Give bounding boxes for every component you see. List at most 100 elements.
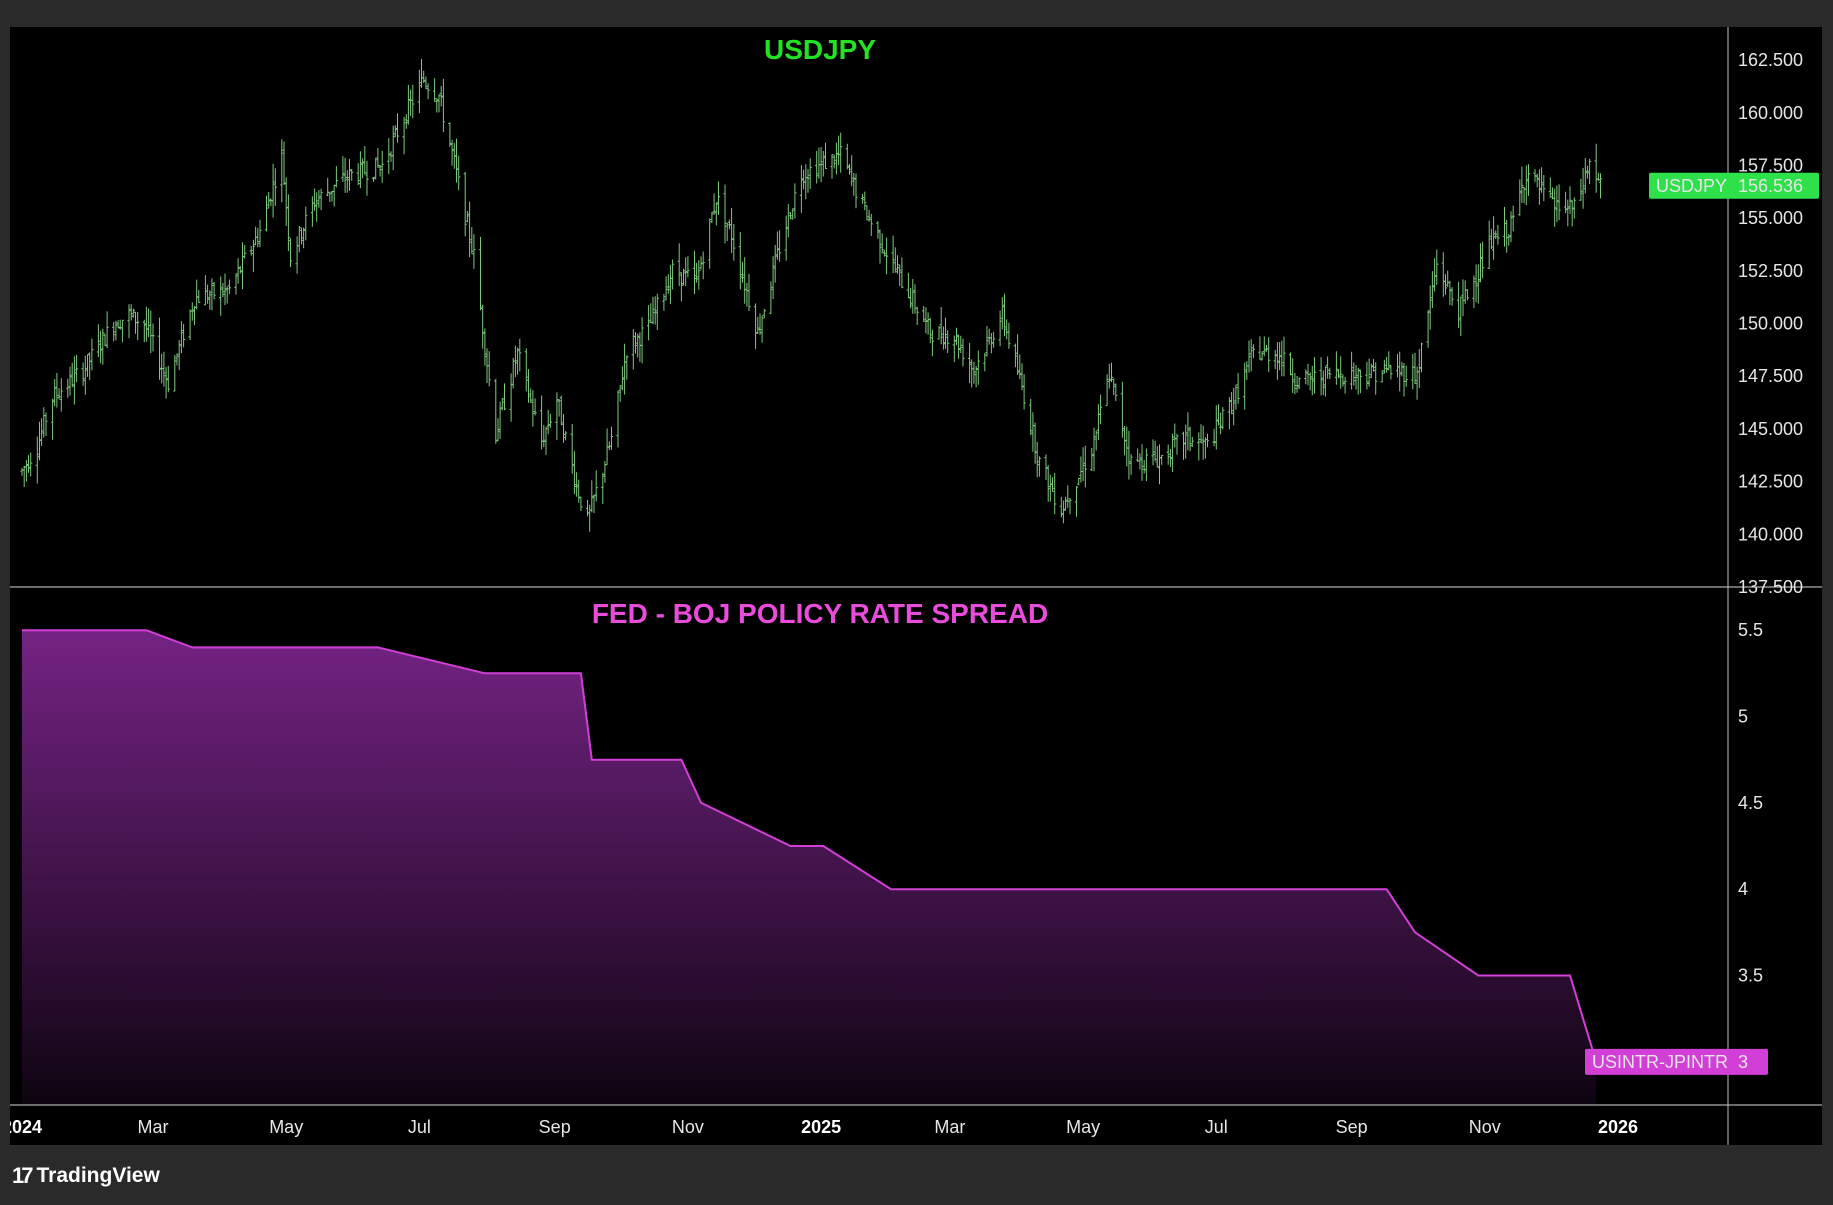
- ohlc-bar: [1598, 173, 1603, 199]
- ohlc-bar: [1533, 169, 1537, 182]
- spread-price-tag[interactable]: USINTR-JPINTR 3: [1585, 1048, 1768, 1075]
- ohlc-bar: [103, 333, 107, 347]
- ohlc-bar: [297, 226, 301, 253]
- ohlc-bar: [149, 310, 153, 354]
- ohlc-bar: [437, 94, 441, 113]
- ohlc-bar: [454, 138, 459, 183]
- ohlc-bar: [1016, 334, 1020, 375]
- ohlc-bar: [371, 176, 376, 182]
- ohlc-bar: [363, 146, 367, 175]
- ohlc-bar: [1166, 444, 1170, 465]
- usdjpy-y-tick: 157.500: [1738, 156, 1803, 176]
- ohlc-bar: [1518, 179, 1522, 216]
- ohlc-bar: [1382, 359, 1386, 374]
- ohlc-bar: [662, 293, 666, 311]
- usdjpy-price-tag[interactable]: USDJPY 156.536: [1649, 172, 1819, 199]
- ohlc-bar: [671, 259, 675, 290]
- ohlc-bar: [1476, 264, 1480, 304]
- ohlc-bar: [882, 249, 886, 257]
- ohlc-bar: [799, 165, 803, 213]
- ohlc-bar: [928, 317, 932, 344]
- ohlc-bar: [1413, 352, 1417, 384]
- ohlc-bar: [465, 211, 469, 223]
- ohlc-bar: [1428, 285, 1432, 330]
- ohlc-bar: [1155, 446, 1159, 468]
- usdjpy-y-tick: 147.500: [1738, 366, 1803, 386]
- ohlc-bar: [424, 76, 428, 90]
- ohlc-bar: [1234, 384, 1238, 410]
- ohlc-bar: [911, 278, 915, 314]
- ohlc-bar: [264, 195, 269, 232]
- ohlc-bar: [1594, 143, 1598, 193]
- ohlc-bar: [745, 282, 749, 307]
- ohlc-bar: [1566, 199, 1570, 227]
- ohlc-bar: [284, 177, 288, 226]
- ohlc-bar: [804, 164, 808, 200]
- ohlc-bar: [1074, 486, 1079, 517]
- ohlc-bar: [1304, 369, 1308, 385]
- ohlc-bar: [743, 257, 747, 304]
- ohlc-bar: [142, 319, 146, 343]
- ohlc-bar: [937, 326, 941, 340]
- ohlc-bar: [192, 306, 197, 326]
- ohlc-bar: [1400, 362, 1404, 377]
- ohlc-bar: [793, 183, 797, 219]
- spread-y-tick: 4: [1738, 879, 1748, 899]
- ohlc-bar: [315, 192, 319, 222]
- ohlc-bar: [880, 233, 884, 254]
- ohlc-bar: [1535, 173, 1539, 188]
- ohlc-bar: [509, 373, 513, 422]
- ohlc-bar: [1000, 297, 1004, 330]
- ohlc-bar: [723, 184, 727, 244]
- time-axis-label: May: [1066, 1117, 1100, 1137]
- ohlc-bar: [559, 395, 563, 426]
- ohlc-bar: [588, 504, 592, 532]
- ohlc-bar: [1448, 280, 1452, 305]
- ohlc-bar: [356, 163, 360, 185]
- ohlc-bar: [1581, 167, 1585, 209]
- chart-frame[interactable]: 137.500 140.000 142.500 145.000 147.500 150.0…: [10, 27, 1822, 1145]
- chart-canvas[interactable]: 137.500 140.000 142.500 145.000 147.500 150.0…: [10, 27, 1822, 1145]
- ohlc-bar: [546, 409, 550, 435]
- ohlc-bar: [1214, 405, 1218, 450]
- ohlc-bar: [1243, 362, 1247, 410]
- ohlc-bar: [544, 427, 548, 455]
- ohlc-bar: [88, 352, 92, 380]
- usdjpy-y-tick: 145.000: [1738, 419, 1803, 439]
- ohlc-bar: [970, 359, 974, 388]
- ohlc-bar: [35, 436, 39, 484]
- spread-pane[interactable]: [22, 629, 1598, 1105]
- ohlc-bar: [941, 326, 945, 350]
- ohlc-bar: [1411, 354, 1415, 390]
- ohlc-bar: [225, 286, 229, 304]
- ohlc-bar: [1417, 348, 1421, 388]
- ohlc-bar: [380, 150, 384, 183]
- ohlc-bar: [1175, 433, 1179, 455]
- ohlc-bar: [808, 158, 812, 189]
- ohlc-bar: [164, 366, 168, 399]
- ohlc-bar: [1203, 437, 1207, 459]
- ohlc-bar: [195, 279, 199, 310]
- ohlc-bar: [1280, 340, 1284, 377]
- ohlc-bar: [531, 390, 535, 427]
- usdjpy-pane[interactable]: [20, 59, 1603, 532]
- ohlc-bar: [406, 84, 410, 125]
- ohlc-bar: [620, 366, 624, 391]
- ohlc-bar: [557, 399, 561, 417]
- ohlc-bar: [1334, 351, 1338, 385]
- ohlc-bar: [854, 173, 858, 209]
- ohlc-bar: [570, 424, 574, 474]
- ohlc-bar: [590, 480, 594, 513]
- ohlc-bar: [302, 227, 306, 249]
- tradingview-logo[interactable]: 17 TradingView: [12, 1162, 160, 1190]
- ohlc-bar: [1402, 363, 1406, 397]
- ohlc-bar: [1107, 363, 1111, 389]
- ohlc-bar: [53, 379, 57, 407]
- ohlc-bar: [847, 163, 852, 175]
- ohlc-bar: [769, 281, 773, 315]
- ohlc-bar: [992, 331, 996, 348]
- ohlc-bar: [1568, 186, 1572, 214]
- ohlc-bar: [1096, 404, 1100, 440]
- ohlc-bar: [631, 329, 635, 370]
- ohlc-bar: [1494, 230, 1498, 239]
